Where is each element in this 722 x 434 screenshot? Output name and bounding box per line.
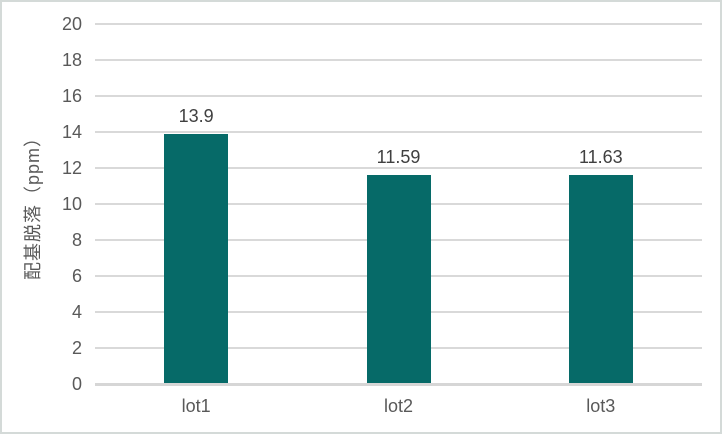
data-label: 11.59 <box>376 147 421 168</box>
y-axis-tick-label: 18 <box>61 50 82 70</box>
y-axis-tick-label: 10 <box>61 194 82 214</box>
data-label: 11.63 <box>578 146 623 167</box>
y-axis-tick-label: 20 <box>61 14 82 34</box>
y-axis-tick-label: 2 <box>71 338 82 358</box>
category-label: lot1 <box>181 396 211 416</box>
gridline <box>95 95 702 97</box>
category-label: lot2 <box>383 396 413 416</box>
gridline <box>95 131 702 133</box>
y-axis-tick-label: 4 <box>71 302 82 322</box>
y-axis-tick-label: 8 <box>71 230 82 250</box>
bar-lot3 <box>568 174 633 384</box>
y-axis-tick-label: 16 <box>61 86 82 106</box>
gridline <box>95 23 702 25</box>
gridline <box>95 59 702 61</box>
y-axis-tick-label: 0 <box>71 374 82 394</box>
gridline <box>95 167 702 169</box>
y-axis-tick-label: 14 <box>61 122 82 142</box>
data-label: 13.9 <box>178 105 214 126</box>
bar-lot1 <box>164 133 229 384</box>
y-axis-tick-label: 12 <box>61 158 82 178</box>
bar-lot2 <box>366 175 431 384</box>
category-label: lot3 <box>586 396 616 416</box>
y-axis-tick-label: 6 <box>71 266 82 286</box>
x-axis-line <box>95 382 702 386</box>
